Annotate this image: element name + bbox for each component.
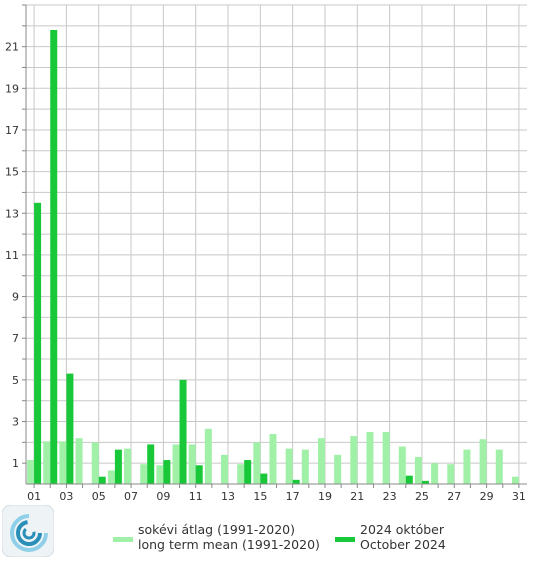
x-tick-label: 07 xyxy=(124,490,138,503)
legend: sokévi átlag (1991-2020) long term mean … xyxy=(0,522,536,554)
bar-mean xyxy=(27,460,35,484)
bar-mean xyxy=(447,464,455,484)
bar-mean xyxy=(253,442,261,484)
bar-current xyxy=(244,460,252,484)
bar-current xyxy=(114,449,122,484)
bar-mean xyxy=(495,449,503,484)
y-tick-label: 7 xyxy=(12,332,19,345)
bar-mean xyxy=(188,444,196,484)
bar-current xyxy=(179,379,187,484)
x-tick-label: 17 xyxy=(286,490,300,503)
bar-mean xyxy=(317,438,325,484)
bar-mean xyxy=(511,476,519,484)
x-tick-label: 25 xyxy=(415,490,429,503)
x-tick-label: 05 xyxy=(92,490,106,503)
bar-current xyxy=(421,480,429,484)
x-tick-label: 15 xyxy=(253,490,267,503)
bar-mean xyxy=(301,449,309,484)
bar-mean xyxy=(334,454,342,484)
bar-mean xyxy=(237,464,245,484)
logo-icon xyxy=(1,504,55,558)
bar-mean xyxy=(91,442,99,484)
legend-swatch-mean xyxy=(113,537,133,542)
bar-current xyxy=(98,476,106,484)
bar-mean xyxy=(431,463,439,484)
bar-mean xyxy=(124,448,132,484)
bar-mean xyxy=(107,470,115,484)
bar-mean xyxy=(382,431,390,484)
bar-current xyxy=(50,29,58,485)
bar-current xyxy=(163,460,171,484)
bar-mean xyxy=(463,449,471,484)
x-tick-label: 09 xyxy=(156,490,170,503)
x-tick-label: 23 xyxy=(383,490,397,503)
x-tick-label: 19 xyxy=(318,490,332,503)
bar-mean xyxy=(221,454,229,484)
y-tick-label: 5 xyxy=(12,374,19,387)
bar-mean xyxy=(269,434,277,484)
bar-current xyxy=(405,475,413,484)
y-tick-label: 17 xyxy=(5,124,19,137)
x-tick-label: 31 xyxy=(512,490,526,503)
axes xyxy=(22,4,527,488)
y-tick-label: 9 xyxy=(12,291,19,304)
bar-mean xyxy=(366,431,374,484)
y-tick-label: 3 xyxy=(12,416,19,429)
bar-current xyxy=(292,479,300,484)
bar-mean xyxy=(172,444,180,484)
bar-current xyxy=(34,202,42,484)
bars xyxy=(27,29,519,485)
bar-mean xyxy=(75,438,83,484)
x-tick-label: 11 xyxy=(189,490,203,503)
bar-mean xyxy=(43,441,51,484)
bar-mean xyxy=(479,439,487,484)
bar-current xyxy=(195,465,203,484)
y-tick-label: 11 xyxy=(5,249,19,262)
y-tick-label: 1 xyxy=(12,457,19,470)
y-tick-label: 21 xyxy=(5,41,19,54)
x-tick-label: 29 xyxy=(480,490,494,503)
bar-mean xyxy=(156,465,164,484)
y-tick-label: 19 xyxy=(5,82,19,95)
bar-current xyxy=(260,473,268,484)
bar-mean xyxy=(414,456,422,484)
bar-mean xyxy=(204,428,212,484)
grid-lines xyxy=(26,4,527,484)
bar-mean xyxy=(285,448,293,484)
x-tick-label: 13 xyxy=(221,490,235,503)
bar-mean xyxy=(398,446,406,484)
y-tick-label: 13 xyxy=(5,207,19,220)
plot-area xyxy=(26,5,527,484)
bar-current xyxy=(66,373,74,484)
legend-label-current: 2024 október xyxy=(360,522,444,537)
x-tick-label: 27 xyxy=(447,490,461,503)
x-tick-label: 03 xyxy=(59,490,73,503)
x-tick-label: 01 xyxy=(27,490,41,503)
legend-swatch-current xyxy=(335,537,355,542)
bar-current xyxy=(147,444,155,484)
bar-mean xyxy=(140,464,148,484)
legend-label-mean: sokévi átlag (1991-2020) xyxy=(138,522,295,537)
bar-mean xyxy=(59,441,67,484)
legend-label-current-en: October 2024 xyxy=(360,537,446,552)
bar-mean xyxy=(350,436,358,484)
x-tick-label: 21 xyxy=(350,490,364,503)
y-tick-label: 15 xyxy=(5,166,19,179)
legend-label-mean-en: long term mean (1991-2020) xyxy=(138,537,320,552)
